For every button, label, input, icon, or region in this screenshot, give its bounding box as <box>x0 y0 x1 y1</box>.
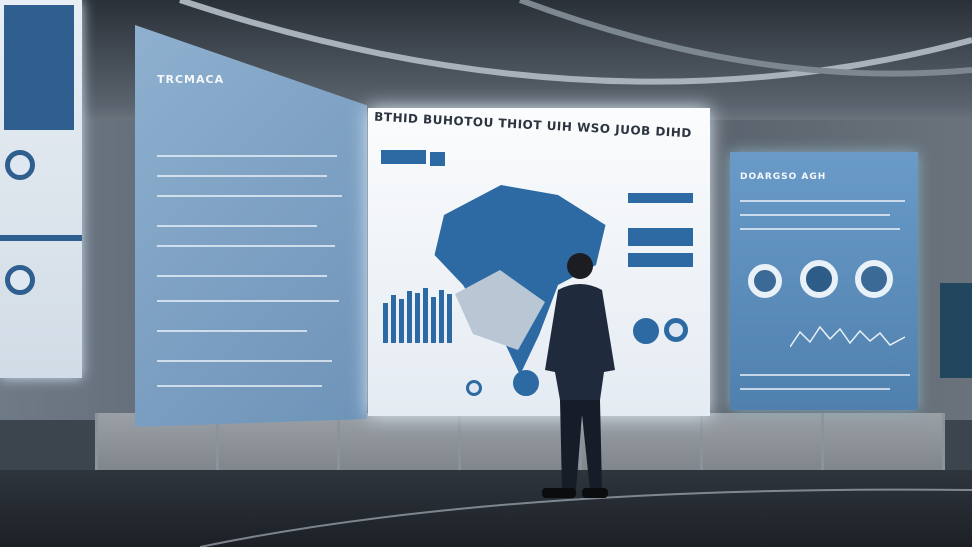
bar <box>391 295 396 343</box>
bar <box>447 294 452 343</box>
text-line <box>157 275 327 277</box>
dashboard-screen: DOARGSO AGH <box>730 152 918 410</box>
map-screen: BTHID BUHOTOU THIOT UIH WSO JUOB DIHD <box>368 108 710 416</box>
text-line <box>157 245 335 247</box>
pie-chart <box>513 370 539 396</box>
text-line <box>157 360 332 362</box>
legend-bar <box>628 193 693 203</box>
text-line <box>157 155 337 157</box>
text-line <box>740 228 900 230</box>
text-line <box>157 300 339 302</box>
screen-divider <box>0 235 82 241</box>
chart-circle <box>5 150 35 180</box>
ceiling-arcs <box>179 0 972 85</box>
text-line <box>157 385 322 387</box>
text-line <box>740 374 910 376</box>
label-tag <box>430 152 445 166</box>
base-panel <box>340 413 458 473</box>
text-line <box>740 200 905 202</box>
floor <box>0 470 972 547</box>
chart-circle <box>5 265 35 295</box>
screen-block <box>4 5 74 130</box>
base-panel <box>461 413 579 473</box>
base-panel <box>582 413 700 473</box>
screen-heading: TRCMACA <box>157 73 225 86</box>
floor-light-line <box>199 488 972 547</box>
label-tag <box>381 150 426 164</box>
text-line <box>740 388 890 390</box>
gauge-ring <box>748 264 782 298</box>
line-chart <box>790 325 906 348</box>
pie-chart <box>633 318 659 344</box>
bar <box>415 293 420 343</box>
standing-man <box>542 253 615 498</box>
base-panel <box>703 413 821 473</box>
gauge-ring <box>800 260 838 298</box>
text-line <box>157 330 307 332</box>
bar <box>399 299 404 343</box>
base-panel <box>824 413 942 473</box>
text-line <box>740 214 890 216</box>
bar <box>423 288 428 343</box>
bar-chart <box>383 286 458 343</box>
gauge-ring <box>855 260 893 298</box>
donut-chart <box>466 380 482 396</box>
screen-heading: DOARGSO AGH <box>740 172 827 182</box>
legend-bar <box>628 228 693 246</box>
text-line <box>157 225 317 227</box>
bar <box>431 297 436 343</box>
text-screen: TRCMACA <box>135 25 367 427</box>
donut-chart <box>664 318 688 342</box>
bar <box>407 291 412 343</box>
wall-base <box>95 413 945 473</box>
bar <box>439 290 444 343</box>
text-line <box>157 175 327 177</box>
text-line <box>157 195 342 197</box>
legend-bar <box>628 253 693 267</box>
left-screen <box>0 0 82 378</box>
bar <box>383 303 388 343</box>
screen-heading: BTHID BUHOTOU THIOT UIH WSO JUOB DIHD <box>373 109 693 141</box>
far-right-screen <box>940 283 972 378</box>
